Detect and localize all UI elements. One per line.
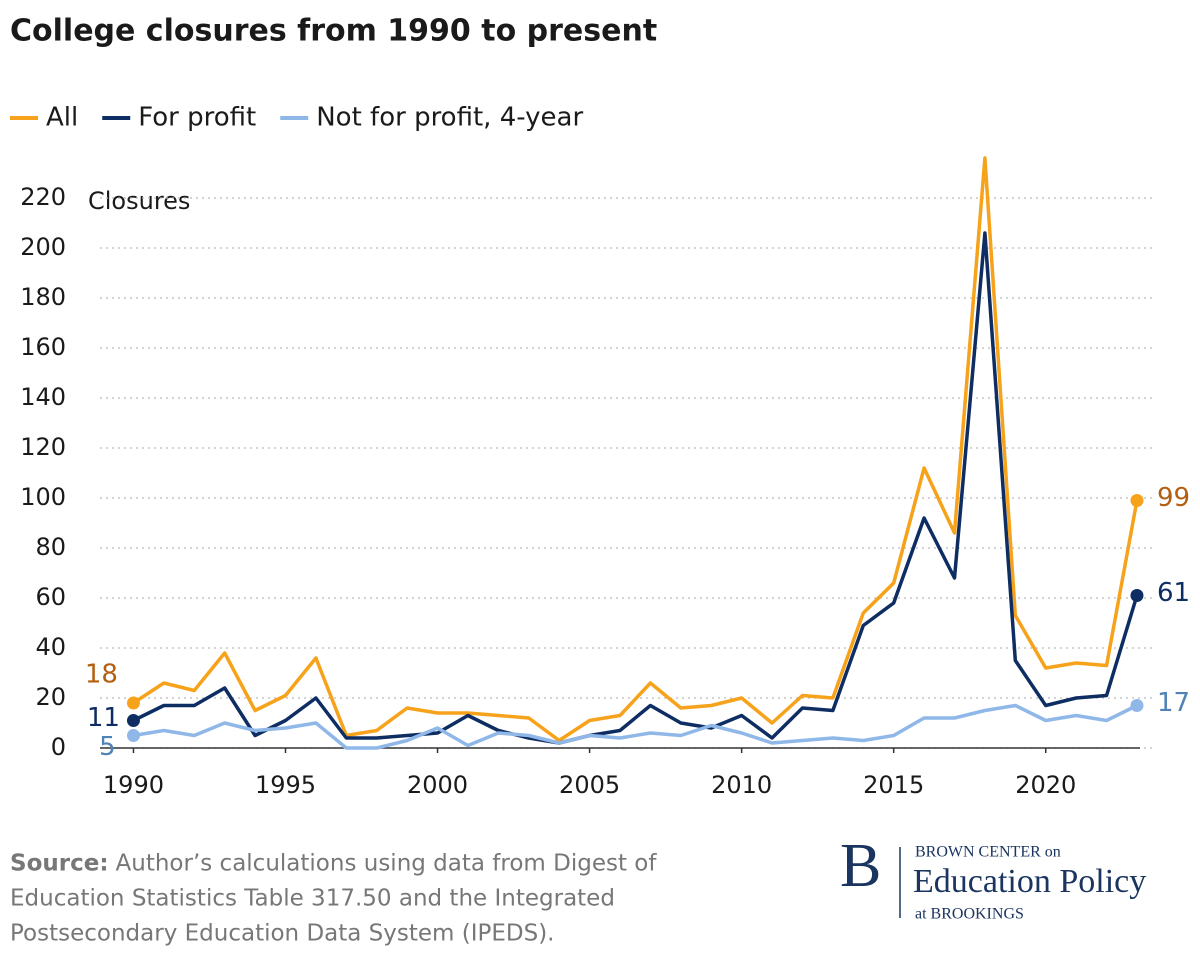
source-text: Author’s calculations using data from Di… (116, 851, 658, 877)
y-tick-label: 0 (51, 733, 66, 761)
y-tick-label: 100 (20, 483, 66, 511)
x-tick-label: 2015 (863, 771, 924, 799)
end-point (1130, 494, 1144, 507)
chart-title: College closures from 1990 to present (10, 14, 657, 49)
logo-letter: B (840, 832, 881, 900)
y-axis-label: Closures (88, 187, 190, 215)
logo: B BROWN CENTER on Education Policy at BR… (840, 832, 1146, 922)
logo-main: Education Policy (913, 863, 1146, 900)
data-label: 18 (85, 660, 118, 690)
data-label: 99 (1157, 483, 1190, 513)
series-line (132, 231, 1139, 745)
data-label: 11 (87, 703, 120, 733)
x-tick-label: 2000 (407, 771, 468, 799)
source-text: Postsecondary Education Data System (IPE… (10, 921, 555, 947)
y-tick-label: 220 (20, 183, 66, 211)
y-tick-label: 160 (20, 333, 66, 361)
end-point (126, 729, 140, 742)
y-tick-label: 180 (20, 283, 66, 311)
data-label: 61 (1157, 578, 1190, 608)
y-tick-label: 120 (20, 433, 66, 461)
source-text: Education Statistics Table 317.50 and th… (10, 886, 615, 912)
x-tick-label: 1990 (103, 771, 164, 799)
legend-label: For profit (138, 103, 256, 133)
end-point (1130, 589, 1144, 602)
y-tick-label: 60 (35, 583, 66, 611)
end-point (1130, 699, 1144, 712)
y-tick-label: 80 (35, 533, 66, 561)
y-tick-label: 40 (35, 633, 66, 661)
x-tick-label: 2010 (711, 771, 772, 799)
legend-label: All (46, 103, 78, 133)
y-tick-label: 140 (20, 383, 66, 411)
series-line (133, 703, 1138, 750)
data-label: 5 (99, 732, 116, 762)
y-tick-label: 200 (20, 233, 66, 261)
y-tick-label: 20 (35, 683, 66, 711)
end-point (126, 696, 140, 710)
logo-bottom: at BROOKINGS (915, 906, 1024, 923)
x-tick-label: 2020 (1015, 771, 1076, 799)
series-line (132, 156, 1139, 743)
x-tick-label: 2005 (559, 771, 620, 799)
legend-label: Not for profit, 4-year (316, 103, 583, 133)
source: Source: Author’s calculations using data… (10, 851, 657, 947)
source-label: Source: (10, 851, 109, 877)
data-label: 17 (1157, 688, 1190, 718)
end-point (126, 714, 140, 727)
logo-top: BROWN CENTER on (915, 844, 1061, 861)
x-tick-label: 1995 (255, 771, 316, 799)
